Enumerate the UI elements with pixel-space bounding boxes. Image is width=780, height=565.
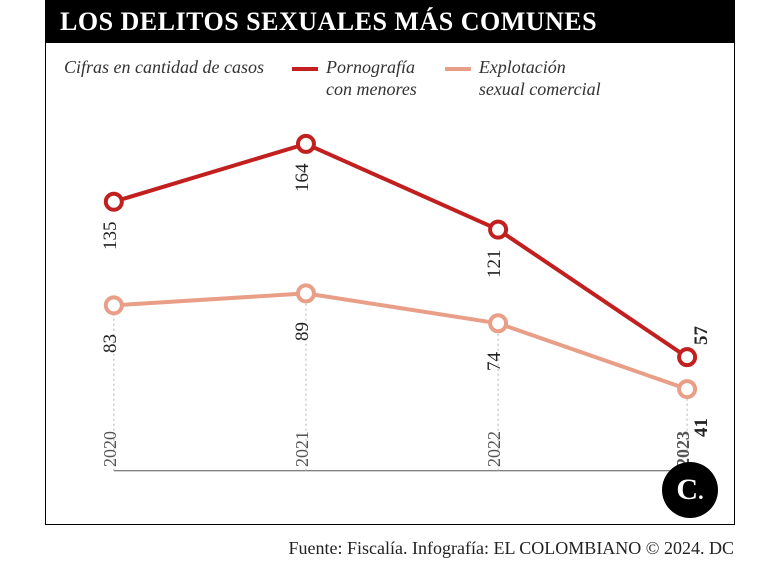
year-label: 2020 (100, 431, 121, 467)
value-label: 41 (691, 418, 713, 437)
year-label: 2022 (484, 431, 505, 467)
publisher-logo: C (662, 462, 718, 518)
legend-swatch-pornografia (292, 67, 318, 71)
logo-text: C (676, 473, 703, 507)
value-label: 121 (484, 249, 506, 278)
source-line: Fuente: Fiscalía. Infografía: EL COLOMBI… (289, 538, 734, 559)
legend-label-pornografia: Pornografía con menores (326, 57, 417, 100)
value-label: 164 (292, 163, 314, 192)
legend-swatch-explotacion (445, 67, 471, 71)
plot-area: 20202021202220231351641215783897441 (76, 106, 706, 486)
legend-subtitle: Cifras en cantidad de casos (64, 57, 264, 78)
legend-entry-pornografia: Pornografía con menores (292, 57, 417, 100)
value-label: 89 (292, 322, 314, 341)
chart-svg (76, 106, 706, 486)
value-label: 83 (100, 334, 122, 353)
value-label: 57 (691, 326, 713, 345)
year-label: 2021 (292, 431, 313, 467)
chart-container: LOS DELITOS SEXUALES MÁS COMUNES Cifras … (45, 0, 735, 525)
legend-entry-explotacion: Explotación sexual comercial (445, 57, 601, 100)
legend: Cifras en cantidad de casos Pornografía … (46, 43, 734, 108)
value-label: 135 (100, 221, 122, 250)
legend-label-explotacion: Explotación sexual comercial (479, 57, 601, 100)
chart-title: LOS DELITOS SEXUALES MÁS COMUNES (46, 1, 734, 43)
value-label: 74 (484, 352, 506, 371)
